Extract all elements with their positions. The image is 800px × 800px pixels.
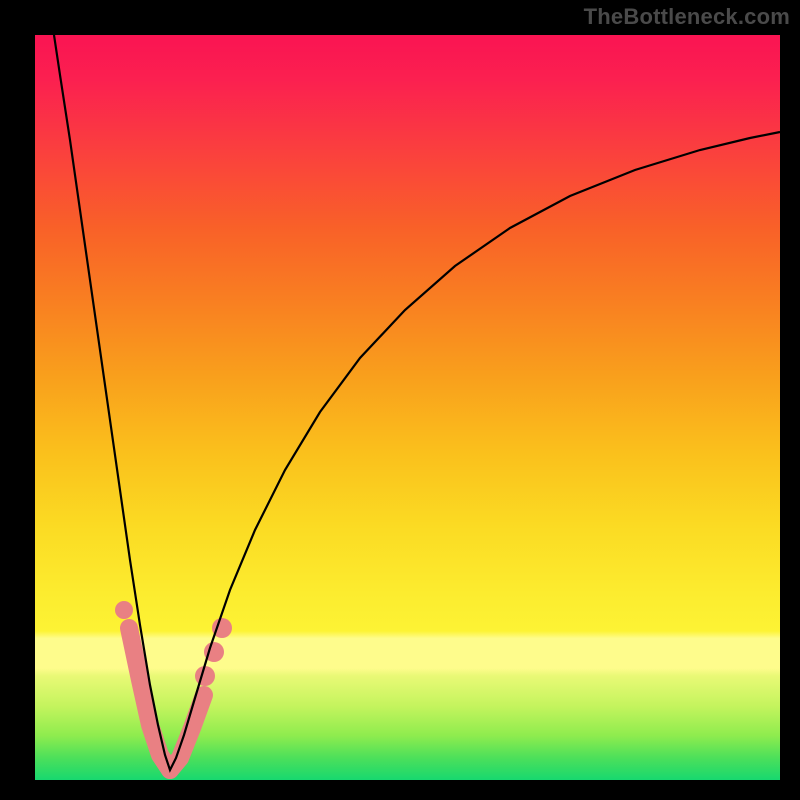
border-bottom bbox=[0, 780, 800, 800]
border-left bbox=[0, 0, 35, 800]
curve-layer bbox=[0, 0, 800, 800]
border-right bbox=[780, 0, 800, 800]
watermark-text: TheBottleneck.com bbox=[584, 4, 790, 30]
bottleneck-chart: TheBottleneck.com bbox=[0, 0, 800, 800]
bottleneck-curve bbox=[54, 35, 780, 770]
marker-band bbox=[115, 601, 232, 770]
